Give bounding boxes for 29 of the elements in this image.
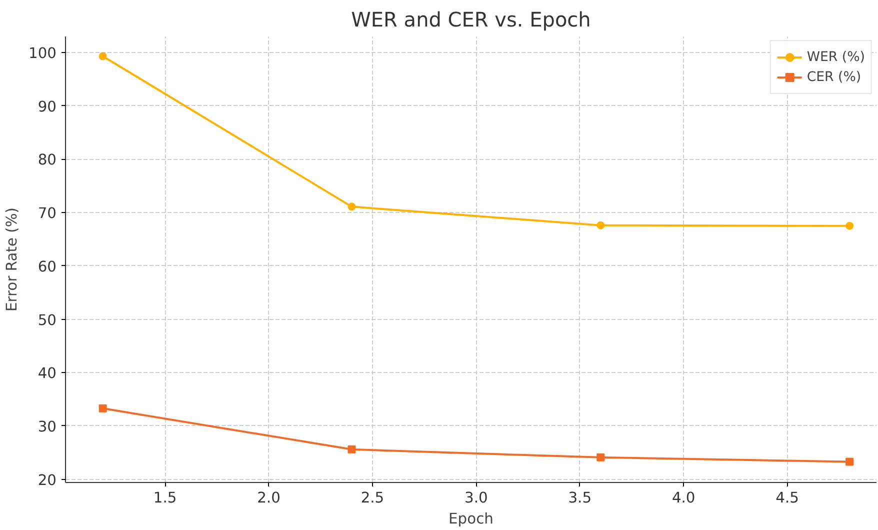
x-tick-label: 2.5 [360,490,384,506]
point [596,453,605,462]
y-tick-label: 80 [38,152,57,169]
point [98,404,107,412]
point [846,458,854,466]
y-tick-label: 30 [38,418,57,436]
y-tick-label: 60 [38,258,57,276]
y-tick-label: 20 [38,472,57,489]
point [348,445,356,454]
x-tick-label: 2.0 [257,490,280,506]
legend-label: CER (%) [806,70,862,84]
y-tick-label: 40 [38,365,57,382]
x-axis-title: Epoch [448,510,494,528]
x-tick-label: 3.5 [568,490,592,506]
x-tick-label: 4.0 [672,490,696,506]
x-tick-label: 1.5 [153,490,177,506]
point [98,52,107,60]
y-tick-label: 50 [38,312,57,329]
point [348,202,356,211]
point [846,222,854,230]
x-tick-label: 3.0 [464,490,488,506]
y-tick-label: 100 [28,45,57,62]
y-tick-label: 70 [38,205,57,222]
legend-label: WER (%) [806,50,865,64]
x-tick-label: 4.5 [776,490,799,506]
y-tick-label: 90 [38,98,57,116]
point [596,221,605,230]
y-axis-title: Error Rate (%) [4,207,21,312]
chart-title: WER and CER vs. Epoch [351,8,591,32]
